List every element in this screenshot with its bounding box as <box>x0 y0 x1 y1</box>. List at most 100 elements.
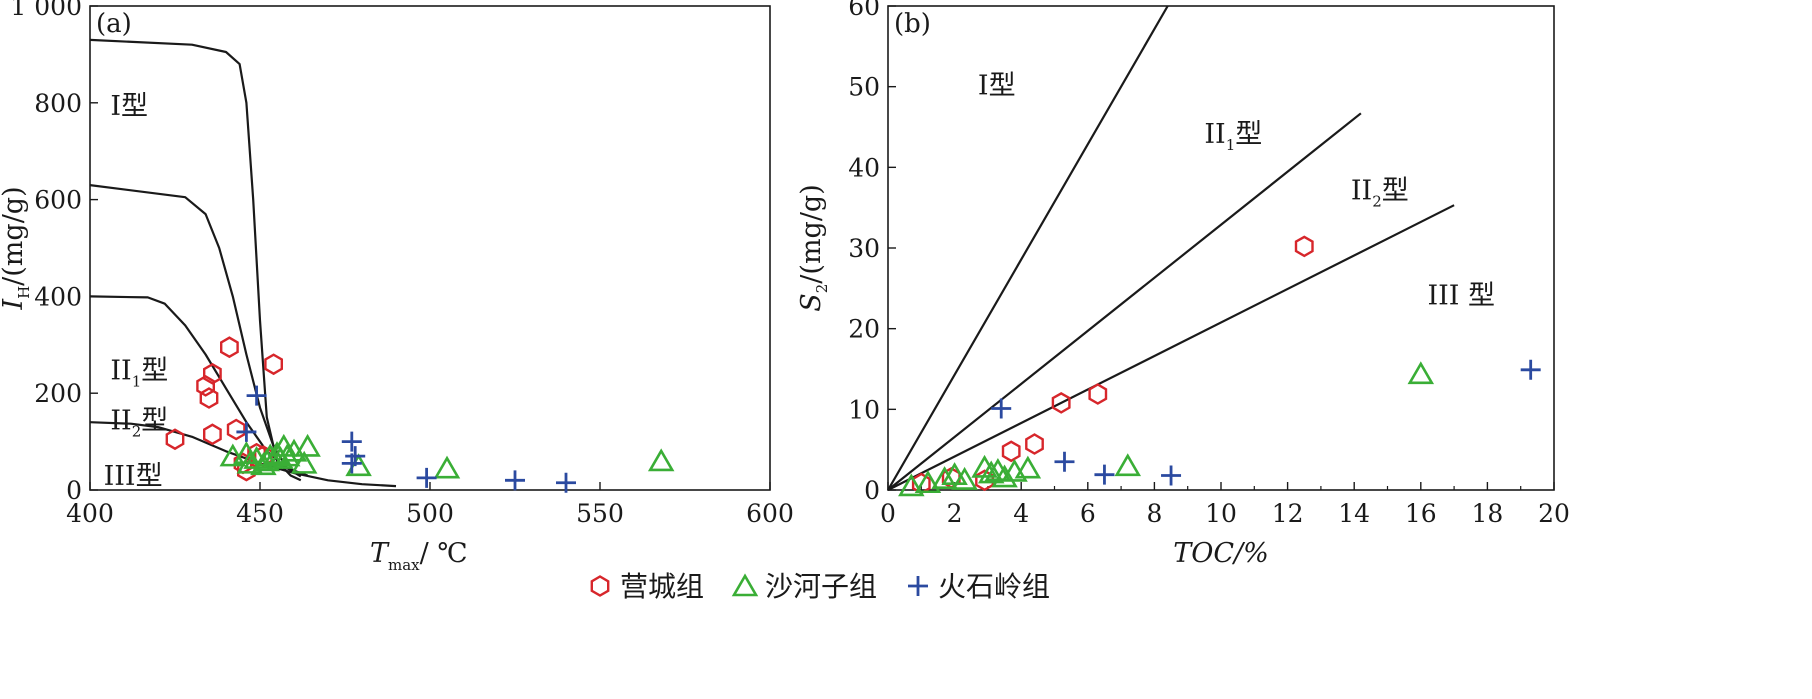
x-tick-label: 550 <box>576 499 624 528</box>
y-tick-label: 1 000 <box>10 0 82 21</box>
y-tick-label: 30 <box>848 234 880 263</box>
x-tick-label: 12 <box>1272 499 1304 528</box>
x-tick-label: 2 <box>947 499 963 528</box>
x-tick-label: 18 <box>1471 499 1503 528</box>
y-tick-label: 0 <box>864 476 880 505</box>
legend-marker-hexagon <box>590 575 610 597</box>
data-point-plus <box>341 431 362 452</box>
y-tick-label: 800 <box>34 89 82 118</box>
x-axis-label: TOC/% <box>1173 538 1269 569</box>
zone-label: III型 <box>104 461 163 492</box>
data-point-triangle <box>931 466 958 490</box>
boundary-line-III <box>89 421 397 488</box>
x-tick-label: 20 <box>1538 499 1570 528</box>
y-axis-label: IH/(mg/g) <box>0 186 33 310</box>
x-tick-label: 8 <box>1146 499 1162 528</box>
y-tick-label: 60 <box>848 0 880 21</box>
data-point-plus <box>505 470 525 491</box>
data-point-hexagon <box>226 418 246 441</box>
data-point-hexagon <box>202 362 222 385</box>
data-point-triangle <box>914 470 942 494</box>
data-point-plus <box>236 421 257 442</box>
x-tick-label: 400 <box>66 499 114 528</box>
legend-label: 沙河子组 <box>765 570 877 603</box>
data-point-triangle <box>977 460 1005 484</box>
y-axis-label: S2/(mg/g) <box>796 184 831 311</box>
zone-label: III 型 <box>1427 280 1495 311</box>
y-tick-label: 50 <box>848 73 880 102</box>
series-plus <box>236 385 576 493</box>
data-point-plus <box>1094 464 1115 485</box>
series-hexagon <box>911 235 1314 495</box>
data-point-hexagon <box>165 428 185 451</box>
x-tick-label: 10 <box>1205 499 1237 528</box>
data-point-triangle <box>290 450 318 474</box>
series-triangle <box>219 433 675 479</box>
data-point-hexagon <box>1001 440 1021 463</box>
data-point-triangle <box>1014 455 1042 479</box>
data-point-triangle <box>951 466 978 490</box>
data-point-triangle <box>941 462 968 485</box>
data-point-triangle <box>1114 453 1142 477</box>
chart-panel-a: 400 450 500 550 600 0 200 400 600 800 1 000 I型 II1型 I… <box>0 0 794 574</box>
panel-label: (b) <box>894 9 931 39</box>
x-tick-label: 14 <box>1338 499 1370 528</box>
data-point-plus <box>345 446 366 467</box>
data-point-triangle <box>270 433 298 457</box>
panel-label: (a) <box>96 9 132 39</box>
data-point-plus <box>416 467 437 488</box>
y-tick-label: 200 <box>34 379 82 408</box>
y-tick-label: 400 <box>34 282 82 311</box>
boundary-line-I/II1 <box>887 5 1169 491</box>
data-point-hexagon <box>264 353 283 376</box>
data-point-triangle <box>233 441 260 465</box>
legend: 营城组 沙河子组 火石岭组 <box>590 570 1050 603</box>
data-point-hexagon <box>1088 383 1108 405</box>
data-point-hexagon <box>219 336 239 359</box>
data-point-hexagon <box>1294 235 1314 258</box>
series-triangle <box>898 361 1435 497</box>
data-point-hexagon <box>202 423 222 446</box>
zone-label: I型 <box>978 71 1016 102</box>
y-tick-label: 600 <box>34 186 82 215</box>
x-axis-label: Tmax/ ℃ <box>370 538 468 574</box>
zone-label: II1型 <box>1204 119 1262 154</box>
y-tick-label: 0 <box>66 476 82 505</box>
data-point-triangle <box>1407 361 1435 385</box>
x-tick-label: 4 <box>1013 499 1029 528</box>
data-point-plus <box>1520 359 1541 380</box>
series-plus <box>991 359 1541 486</box>
zone-label: II2型 <box>110 406 168 441</box>
legend-marker-plus <box>908 576 928 596</box>
zone-label: II2型 <box>1351 176 1409 211</box>
x-tick-label: 6 <box>1080 499 1096 528</box>
legend-label: 营城组 <box>620 570 704 603</box>
data-point-hexagon <box>1051 392 1071 414</box>
legend-label: 火石岭组 <box>938 570 1050 603</box>
data-point-hexagon <box>1025 433 1044 455</box>
y-tick-label: 10 <box>848 395 880 424</box>
data-point-hexagon <box>199 387 219 409</box>
data-point-triangle <box>898 473 925 497</box>
x-tick-label: 600 <box>746 499 794 528</box>
data-point-triangle <box>991 464 1018 488</box>
chart-panel-b: 0 2 4 6 8 10 12 14 16 18 20 0 10 20 30 40 50 60 I型 II1型 II2型… <box>796 0 1570 569</box>
data-point-plus <box>1161 465 1182 486</box>
data-point-plus <box>246 385 267 406</box>
data-point-triangle <box>294 433 321 457</box>
data-point-triangle <box>647 448 675 472</box>
zone-label: II1型 <box>110 356 168 391</box>
boundary-line-II1/II2 <box>887 112 1362 491</box>
data-point-triangle <box>273 443 301 467</box>
legend-marker-triangle <box>731 573 759 597</box>
data-point-plus <box>556 472 576 493</box>
x-tick-label: 16 <box>1405 499 1437 528</box>
x-tick-label: 0 <box>880 499 896 528</box>
boundary-line-II2/III <box>887 204 1455 491</box>
data-point-plus <box>1054 451 1075 472</box>
data-point-triangle <box>236 450 264 474</box>
x-tick-label: 500 <box>406 499 454 528</box>
x-tick-label: 450 <box>236 499 284 528</box>
plot-frame <box>89 5 771 491</box>
